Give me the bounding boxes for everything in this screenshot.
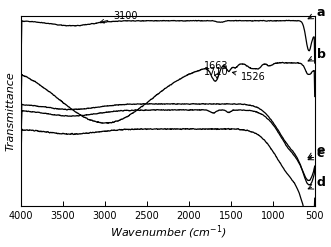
Text: 1710: 1710	[204, 67, 229, 77]
X-axis label: Wavenumber (cm$^{-1}$): Wavenumber (cm$^{-1}$)	[110, 224, 226, 242]
Text: a: a	[308, 5, 325, 19]
Text: b: b	[308, 48, 326, 61]
Text: c: c	[308, 147, 324, 160]
Text: d: d	[308, 176, 326, 189]
Text: 1663: 1663	[204, 61, 228, 79]
Y-axis label: Transmittance: Transmittance	[6, 71, 16, 151]
Text: 3100: 3100	[100, 11, 138, 23]
Text: 1526: 1526	[232, 71, 266, 82]
Text: e: e	[308, 144, 325, 158]
